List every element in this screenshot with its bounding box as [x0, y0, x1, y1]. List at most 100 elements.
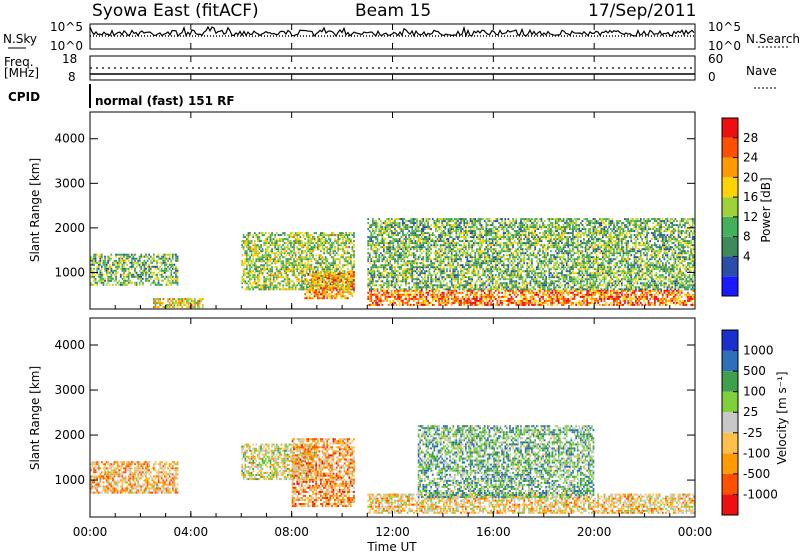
echo-cell: [342, 285, 344, 288]
echo-cell: [383, 256, 385, 259]
echo-cell: [402, 222, 404, 225]
echo-cell: [411, 234, 414, 237]
noise-left-label: N.Sky: [3, 32, 37, 46]
echo-cell: [449, 266, 451, 269]
echo-cell: [587, 295, 590, 298]
echo-cell: [293, 270, 295, 273]
echo-cell: [264, 280, 267, 283]
echo-cell: [646, 291, 648, 294]
echo-cell: [553, 293, 555, 296]
echo-cell: [420, 276, 423, 279]
echo-cell: [488, 295, 491, 298]
echo-cell: [397, 293, 399, 296]
echo-cell: [628, 297, 631, 300]
echo-cell: [605, 303, 607, 306]
echo-cell: [353, 276, 355, 279]
echo-cell: [168, 279, 171, 282]
echo-cell: [411, 286, 414, 289]
echo-cell: [186, 298, 188, 301]
echo-cell: [468, 246, 470, 249]
echo-cell: [154, 306, 157, 309]
echo-cell: [446, 276, 448, 279]
echo-cell: [565, 301, 568, 304]
echo-cell: [403, 226, 406, 229]
echo-cell: [327, 248, 330, 251]
echo-cell: [465, 222, 467, 225]
echo-cell: [450, 276, 453, 279]
echo-cell: [394, 248, 396, 251]
echo-cell: [569, 299, 571, 302]
echo-cell: [345, 264, 347, 267]
echo-cell: [244, 244, 247, 247]
echo-cell: [94, 273, 97, 276]
echo-cell: [277, 258, 280, 261]
echo-cell: [422, 266, 425, 269]
echo-cell: [465, 254, 467, 257]
echo-cell: [466, 254, 469, 257]
echo-cell: [435, 278, 437, 281]
echo-cell: [510, 289, 513, 292]
echo-cell: [625, 295, 628, 298]
echo-cell: [428, 270, 431, 273]
echo-cell: [148, 279, 151, 282]
echo-cell: [138, 257, 141, 260]
echo-cell: [468, 262, 470, 265]
echo-cell: [247, 280, 250, 283]
echo-cell: [367, 291, 370, 294]
echo-cell: [321, 262, 324, 265]
echo-cell: [153, 279, 155, 282]
echo-cell: [414, 297, 417, 300]
echo-cell: [419, 286, 422, 289]
echo-cell: [586, 299, 589, 302]
echo-cell: [304, 256, 307, 259]
echo-cell: [646, 297, 648, 300]
echo-cell: [156, 275, 158, 278]
echo-cell: [482, 280, 485, 283]
echo-cell: [372, 276, 374, 279]
echo-cell: [386, 295, 388, 298]
echo-cell: [446, 291, 448, 294]
echo-cell: [515, 301, 518, 304]
echo-cell: [145, 279, 147, 282]
echo-cell: [334, 248, 336, 251]
echo-cell: [397, 258, 399, 261]
echo-cell: [105, 267, 108, 270]
cpid-row: CPID normal (fast) 151 RF: [8, 84, 235, 108]
echo-cell: [469, 276, 472, 279]
echo-cell: [442, 266, 445, 269]
echo-cell: [286, 282, 289, 285]
echo-cell: [458, 299, 461, 302]
echo-cell: [105, 269, 108, 272]
echo-cell: [320, 273, 322, 276]
echo-cell: [461, 278, 464, 281]
echo-cell: [298, 272, 300, 275]
echo-cell: [368, 272, 371, 275]
echo-cell: [304, 250, 307, 253]
echo-cell: [249, 260, 251, 263]
echo-cell: [428, 282, 431, 285]
echo-cell: [246, 260, 248, 263]
echo-cell: [323, 287, 325, 290]
echo-cell: [624, 301, 626, 304]
echo-cell: [570, 303, 573, 306]
echo-cell: [465, 299, 467, 302]
echo-cell: [351, 273, 354, 276]
echo-cell: [171, 306, 174, 309]
echo-cell: [550, 297, 552, 300]
echo-cell: [430, 276, 433, 279]
echo-cell: [636, 303, 639, 306]
echo-cell: [337, 246, 340, 249]
echo-cell: [140, 277, 143, 280]
echo-cell: [403, 234, 406, 237]
echo-cell: [266, 246, 269, 249]
echo-cell: [609, 295, 612, 298]
echo-cell: [390, 226, 393, 229]
echo-cell: [468, 276, 470, 279]
echo-cell: [294, 254, 297, 257]
echo-cell: [390, 264, 393, 267]
echo-cell: [313, 240, 316, 243]
echo-cell: [405, 268, 407, 271]
echo-cell: [447, 244, 450, 247]
echo-cell: [257, 238, 259, 241]
echo-cell: [482, 289, 485, 292]
